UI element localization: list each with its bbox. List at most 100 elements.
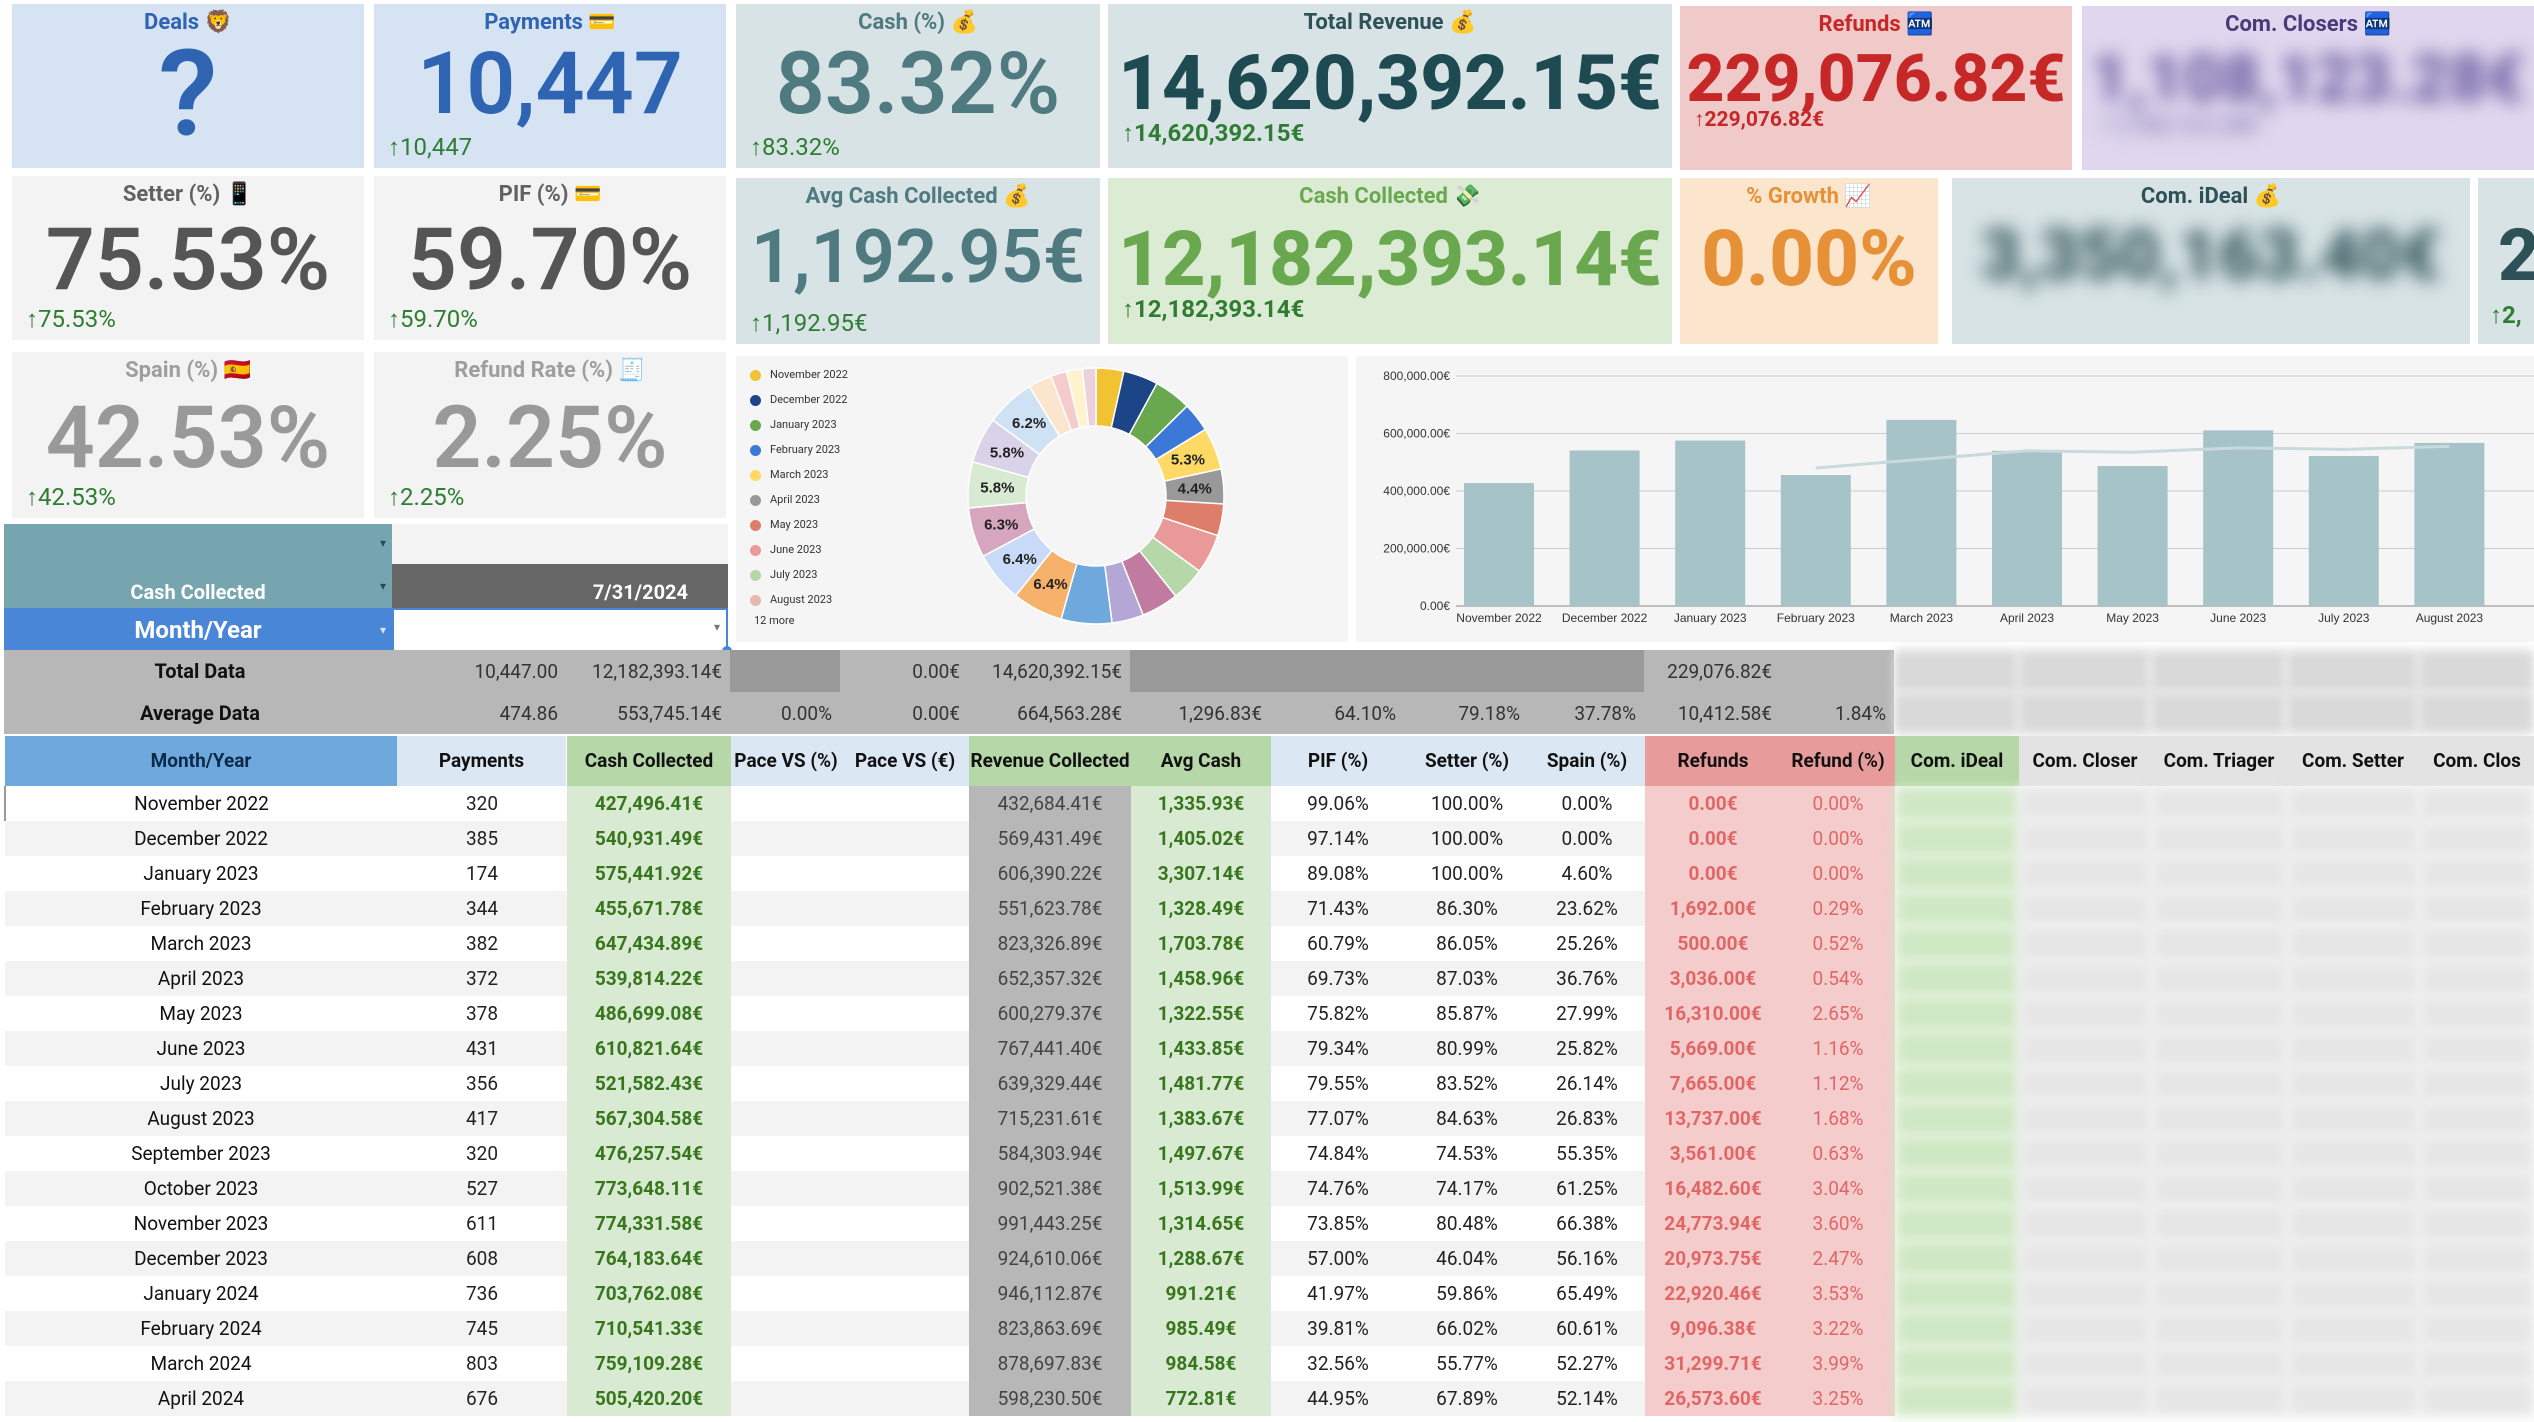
table-row[interactable]: September 2023 320 476,257.54€ 584,303.94€ 1… bbox=[5, 1136, 2534, 1171]
legend-item[interactable]: August 2023 bbox=[750, 587, 848, 612]
cell-spain: 36.76% bbox=[1529, 961, 1645, 996]
bar[interactable] bbox=[1886, 419, 1957, 606]
month-year-filter[interactable]: Month/Year ▾ bbox=[4, 608, 392, 652]
cell-spain: 27.99% bbox=[1529, 996, 1645, 1031]
header-spain[interactable]: Spain (%) bbox=[1529, 736, 1645, 786]
bar[interactable] bbox=[2203, 430, 2274, 606]
cash-pct-delta: ↑83.32% bbox=[750, 133, 840, 161]
legend-item[interactable]: January 2023 bbox=[750, 412, 848, 437]
bar[interactable] bbox=[2308, 456, 2379, 606]
table-row[interactable]: August 2023 417 567,304.58€ 715,231.61€ 1,38… bbox=[5, 1101, 2534, 1136]
legend-item[interactable]: February 2023 bbox=[750, 437, 848, 462]
legend-item[interactable]: April 2023 bbox=[750, 487, 848, 512]
cell-triager bbox=[2151, 1241, 2287, 1276]
bar[interactable] bbox=[1569, 450, 1640, 606]
table-row[interactable]: December 2022 385 540,931.49€ 569,431.49€ 1,… bbox=[5, 821, 2534, 856]
header-refp[interactable]: Refund (%) bbox=[1781, 736, 1895, 786]
table-row[interactable]: February 2023 344 455,671.78€ 551,623.78€ 1,… bbox=[5, 891, 2534, 926]
cell-setterc bbox=[2287, 1031, 2419, 1066]
cell-setterc bbox=[2287, 856, 2419, 891]
table-row[interactable]: November 2023 611 774,331.58€ 991,443.25€ 1,… bbox=[5, 1206, 2534, 1241]
cash-pct-value: 83.32% bbox=[775, 33, 1061, 134]
header-month[interactable]: Month/Year bbox=[5, 736, 397, 786]
y-tick-label: 0.00€ bbox=[1420, 599, 1450, 613]
table-row[interactable]: January 2024 736 703,762.08€ 946,112.87€ 991… bbox=[5, 1276, 2534, 1311]
table-row[interactable]: January 2023 174 575,441.92€ 606,390.22€ 3,3… bbox=[5, 856, 2534, 891]
cell-closer bbox=[2019, 856, 2151, 891]
summary-average-row-ideal bbox=[1894, 692, 2018, 734]
cell-avg: 1,497.67€ bbox=[1131, 1136, 1271, 1171]
cell-spain: 52.14% bbox=[1529, 1381, 1645, 1416]
month-year-filter-arrow[interactable]: ▾ bbox=[379, 623, 386, 637]
header-closer[interactable]: Com. Closer bbox=[2019, 736, 2151, 786]
legend-item[interactable]: November 2022 bbox=[750, 362, 848, 387]
bar[interactable] bbox=[1992, 450, 2062, 606]
header-ideal[interactable]: Com. iDeal bbox=[1895, 736, 2019, 786]
cell-cash: 455,671.78€ bbox=[567, 891, 731, 926]
legend-label: March 2023 bbox=[770, 468, 829, 481]
header-pay[interactable]: Payments bbox=[397, 736, 567, 786]
table-row[interactable]: February 2024 745 710,541.33€ 823,863.69€ 98… bbox=[5, 1311, 2534, 1346]
table-row[interactable]: May 2023 378 486,699.08€ 600,279.37€ 1,322.5… bbox=[5, 996, 2534, 1031]
table-row[interactable]: April 2024 676 505,420.20€ 598,230.50€ 772.8… bbox=[5, 1381, 2534, 1416]
header-avg[interactable]: Avg Cash bbox=[1131, 736, 1271, 786]
donut-slice[interactable] bbox=[1081, 367, 1097, 428]
header-cash[interactable]: Cash Collected bbox=[567, 736, 731, 786]
bar[interactable] bbox=[2414, 442, 2485, 606]
filter-dropdown-arrow[interactable]: ▾ bbox=[379, 536, 386, 550]
header-pif[interactable]: PIF (%) bbox=[1271, 736, 1405, 786]
spain-pct-value: 42.53% bbox=[45, 387, 331, 488]
cell-closer bbox=[2019, 1346, 2151, 1381]
header-setterc[interactable]: Com. Setter bbox=[2287, 736, 2419, 786]
legend-swatch bbox=[750, 394, 761, 406]
bar[interactable] bbox=[2097, 466, 2168, 606]
table-row[interactable]: December 2023 608 764,183.64€ 924,610.06€ 1,… bbox=[5, 1241, 2534, 1276]
cash-collected-filter-arrow[interactable]: ▾ bbox=[379, 579, 386, 593]
pif-pct-scorecard: PIF (%) 💳 59.70% ↑59.70% bbox=[374, 176, 726, 340]
cash-collected-filter[interactable]: Cash Collected ▾ bbox=[4, 564, 392, 608]
header-pacee[interactable]: Pace VS (€) bbox=[841, 736, 969, 786]
cell-ideal bbox=[1895, 1206, 2019, 1241]
cell-avg: 1,328.49€ bbox=[1131, 891, 1271, 926]
table-row[interactable]: March 2023 382 647,434.89€ 823,326.89€ 1,703… bbox=[5, 926, 2534, 961]
header-triager[interactable]: Com. Triager bbox=[2151, 736, 2287, 786]
legend-swatch bbox=[750, 519, 761, 531]
cell-month: March 2024 bbox=[5, 1346, 397, 1381]
cell-cash: 540,931.49€ bbox=[567, 821, 731, 856]
payments-delta: ↑10,447 bbox=[388, 133, 473, 161]
legend-item[interactable]: June 2023 bbox=[750, 537, 848, 562]
month-year-value-field[interactable]: ▾ bbox=[392, 608, 732, 656]
legend-item[interactable]: March 2023 bbox=[750, 462, 848, 487]
header-pacep[interactable]: Pace VS (%) bbox=[731, 736, 841, 786]
cell-pay: 344 bbox=[397, 891, 567, 926]
cell-spain: 0.00% bbox=[1529, 821, 1645, 856]
table-row[interactable]: June 2023 431 610,821.64€ 767,441.40€ 1,433.… bbox=[5, 1031, 2534, 1066]
setter-pct-scorecard: Setter (%) 📱 75.53% ↑75.53% bbox=[12, 176, 364, 340]
table-row[interactable]: March 2024 803 759,109.28€ 878,697.83€ 984.5… bbox=[5, 1346, 2534, 1381]
cell-ideal bbox=[1895, 1031, 2019, 1066]
legend-item[interactable]: December 2022 bbox=[750, 387, 848, 412]
bar[interactable] bbox=[1675, 440, 1746, 606]
bar[interactable] bbox=[1464, 483, 1534, 606]
legend-item[interactable]: May 2023 bbox=[750, 512, 848, 537]
cell-refp: 0.29% bbox=[1781, 891, 1895, 926]
table-row[interactable]: April 2023 372 539,814.22€ 652,357.32€ 1,458… bbox=[5, 961, 2534, 996]
header-ref[interactable]: Refunds bbox=[1645, 736, 1781, 786]
filter-blank-row[interactable]: ▾ bbox=[4, 524, 392, 564]
cell-pif: 79.34% bbox=[1271, 1031, 1405, 1066]
table-row[interactable]: November 2022 320 427,496.41€ 432,684.41€ 1,… bbox=[4, 786, 2534, 821]
table-row[interactable]: October 2023 527 773,648.11€ 902,521.38€ 1,5… bbox=[5, 1171, 2534, 1206]
legend-item[interactable]: July 2023 bbox=[750, 562, 848, 587]
month-year-value-arrow[interactable]: ▾ bbox=[713, 620, 720, 634]
trend-line bbox=[1815, 444, 2450, 470]
header-setter[interactable]: Setter (%) bbox=[1405, 736, 1529, 786]
cell-refp: 3.53% bbox=[1781, 1276, 1895, 1311]
legend-more[interactable]: 12 more bbox=[754, 614, 795, 627]
table-row[interactable]: July 2023 356 521,582.43€ 639,329.44€ 1,481.… bbox=[5, 1066, 2534, 1101]
cell-setter: 100.00% bbox=[1405, 856, 1529, 891]
cell-cash: 774,331.58€ bbox=[567, 1206, 731, 1241]
header-rev[interactable]: Revenue Collected bbox=[969, 736, 1131, 786]
bar[interactable] bbox=[1780, 474, 1851, 606]
date-filter[interactable]: 7/31/2024 bbox=[392, 564, 728, 608]
header-clos[interactable]: Com. Clos bbox=[2419, 736, 2534, 786]
